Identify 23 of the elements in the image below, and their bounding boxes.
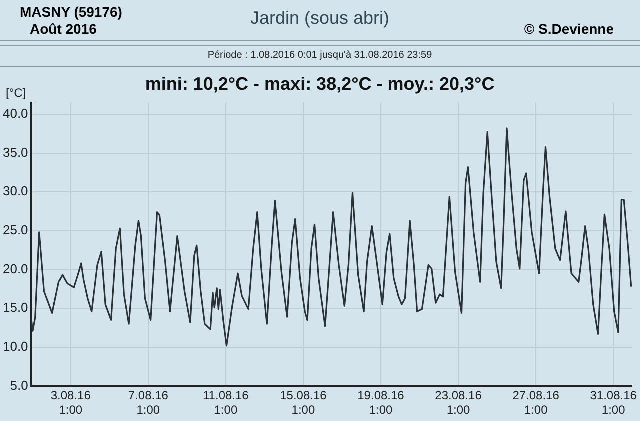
y-tick-label: 15.0 bbox=[2, 300, 28, 316]
text: MASNY (59176) bbox=[20, 4, 122, 20]
y-axis-title: [°C] bbox=[6, 86, 26, 100]
y-tick-label: 40.0 bbox=[2, 106, 28, 122]
text: Août 2016 bbox=[30, 21, 97, 37]
x-tick-label: 3.08.16 1:00 bbox=[50, 388, 92, 418]
y-tick-label: 30.0 bbox=[2, 184, 28, 199]
y-tick-label: 20.0 bbox=[2, 261, 28, 276]
text: © S.Devienne bbox=[524, 21, 614, 37]
y-tick-label: 10.0 bbox=[2, 338, 28, 354]
x-tick-label: 11.08.16 1:00 bbox=[203, 388, 250, 418]
text: Période : 1.08.2016 0:01 jusqu'à 31.08.2016 23:59 bbox=[0, 45, 640, 67]
y-tick-label: 5.0 bbox=[10, 378, 28, 393]
x-tick-label: 19.08.16 1:00 bbox=[358, 388, 405, 418]
x-tick-label: 15.08.16 1:00 bbox=[280, 388, 328, 418]
x-tick-label: 31.08.16 1:00 bbox=[590, 388, 638, 418]
y-tick-label: 35.0 bbox=[2, 144, 28, 160]
x-tick-label: 7.08.16 1:00 bbox=[128, 388, 169, 418]
x-tick-label: 23.08.16 1:00 bbox=[435, 388, 482, 418]
chart-subtitle: mini: 10,2°C - maxi: 38,2°C - moy.: 20,3°C bbox=[145, 74, 495, 94]
x-tick-label: 27.08.16 1:00 bbox=[512, 388, 560, 418]
y-tick-label: 25.0 bbox=[2, 222, 28, 238]
chart-title: Jardin (sous abri) bbox=[250, 8, 390, 28]
